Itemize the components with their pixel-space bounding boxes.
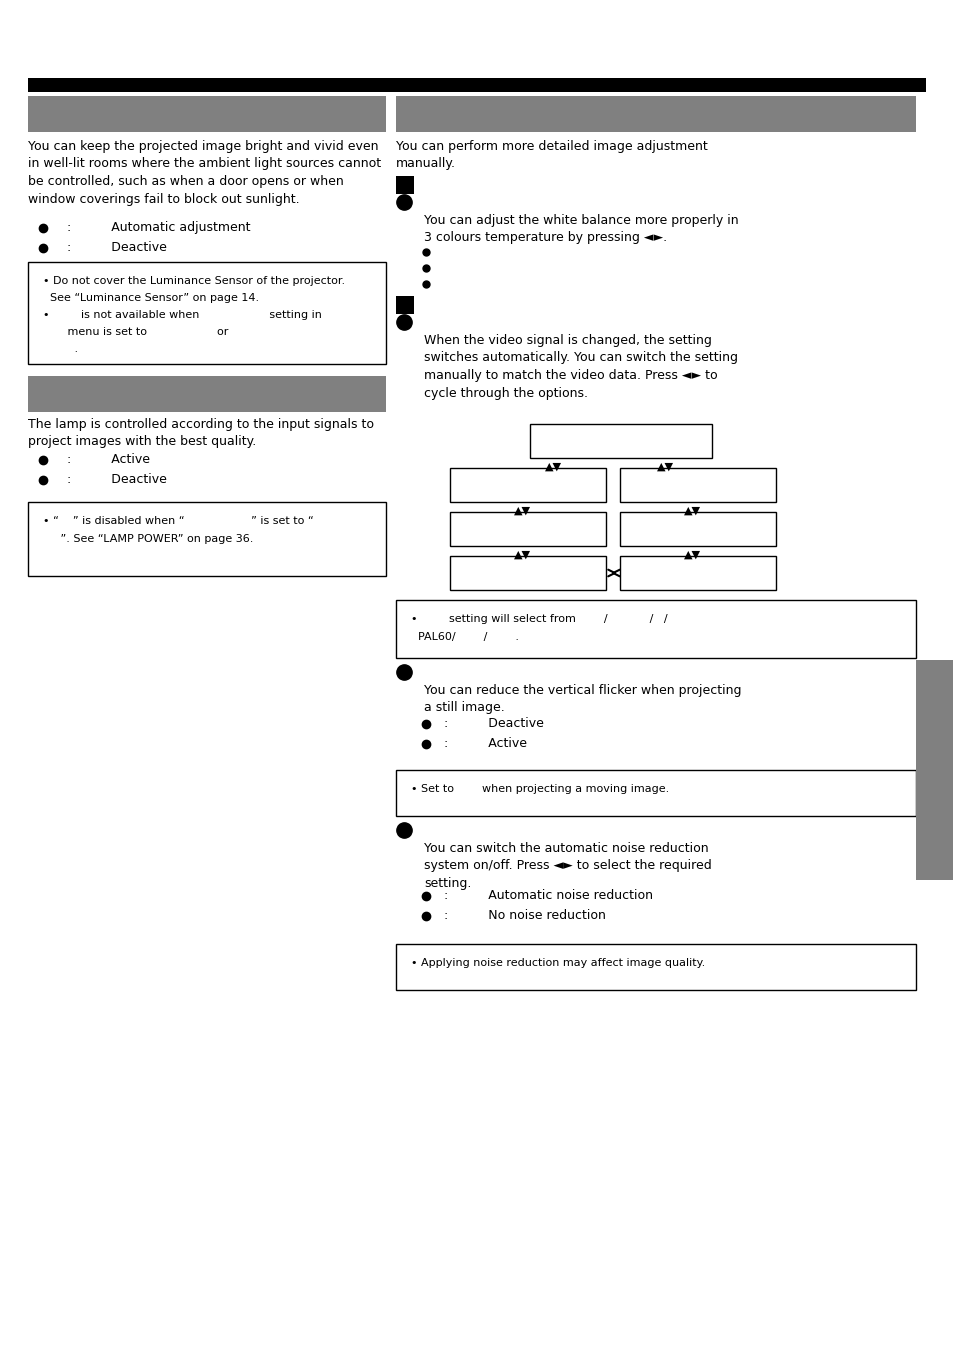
Text: The lamp is controlled according to the input signals to: The lamp is controlled according to the …	[28, 417, 374, 431]
Text: :          Active: : Active	[432, 738, 526, 750]
Text: window coverings fail to block out sunlight.: window coverings fail to block out sunli…	[28, 192, 299, 205]
Bar	[395, 600, 915, 658]
Text: :          Automatic adjustment: : Automatic adjustment	[55, 222, 251, 234]
Text: PAL60/        /        .: PAL60/ / .	[411, 632, 518, 642]
Bar	[450, 557, 605, 590]
Bar	[28, 96, 386, 132]
Bar	[619, 512, 775, 546]
Text: • Applying noise reduction may affect image quality.: • Applying noise reduction may affect im…	[411, 958, 704, 969]
Text: :          Deactive: : Deactive	[55, 473, 167, 486]
Bar	[28, 78, 925, 92]
Bar	[619, 557, 775, 590]
Text: •         is not available when                    setting in: • is not available when setting in	[43, 309, 321, 320]
Text: You can switch the automatic noise reduction: You can switch the automatic noise reduc…	[423, 842, 708, 855]
Text: ▲▼: ▲▼	[544, 462, 561, 471]
Text: • “    ” is disabled when “                   ” is set to “: • “ ” is disabled when “ ” is set to “	[43, 516, 314, 526]
Bar	[28, 376, 386, 412]
Text: ”. See “LAMP POWER” on page 36.: ”. See “LAMP POWER” on page 36.	[43, 534, 253, 544]
Text: • Set to        when projecting a moving image.: • Set to when projecting a moving image.	[411, 784, 669, 794]
Text: :          Deactive: : Deactive	[432, 717, 543, 730]
Text: .: .	[43, 345, 78, 354]
Text: setting.: setting.	[423, 877, 471, 890]
Text: You can perform more detailed image adjustment: You can perform more detailed image adju…	[395, 141, 707, 153]
Text: cycle through the options.: cycle through the options.	[423, 386, 587, 400]
Bar	[28, 503, 386, 576]
Text: menu is set to                    or: menu is set to or	[43, 327, 228, 336]
Bar	[395, 96, 915, 132]
Text: • Do not cover the Luminance Sensor of the projector.: • Do not cover the Luminance Sensor of t…	[43, 276, 345, 286]
Bar	[915, 661, 953, 880]
Bar	[28, 262, 386, 363]
Text: ▲▼: ▲▼	[513, 550, 530, 561]
Text: ▲▼: ▲▼	[513, 507, 530, 516]
Bar	[395, 944, 915, 990]
Bar	[530, 424, 711, 458]
Text: :          Automatic noise reduction: : Automatic noise reduction	[432, 889, 652, 902]
Text: system on/off. Press ◄► to select the required: system on/off. Press ◄► to select the re…	[423, 859, 711, 873]
Text: You can reduce the vertical flicker when projecting: You can reduce the vertical flicker when…	[423, 684, 740, 697]
Bar	[395, 296, 414, 313]
Text: You can adjust the white balance more properly in: You can adjust the white balance more pr…	[423, 213, 738, 227]
Text: ▲▼: ▲▼	[656, 462, 673, 471]
Text: •         setting will select from        /            /   /: • setting will select from / / /	[411, 613, 667, 624]
Text: be controlled, such as when a door opens or when: be controlled, such as when a door opens…	[28, 176, 343, 188]
Text: ▲▼: ▲▼	[682, 550, 700, 561]
Text: a still image.: a still image.	[423, 701, 504, 715]
Bar	[450, 467, 605, 503]
Text: You can keep the projected image bright and vivid even: You can keep the projected image bright …	[28, 141, 378, 153]
Text: in well-lit rooms where the ambient light sources cannot: in well-lit rooms where the ambient ligh…	[28, 158, 381, 170]
Bar	[395, 176, 414, 195]
Text: 3 colours temperature by pressing ◄►.: 3 colours temperature by pressing ◄►.	[423, 231, 666, 245]
Text: manually to match the video data. Press ◄► to: manually to match the video data. Press …	[423, 369, 717, 382]
Bar	[450, 512, 605, 546]
Text: :          Deactive: : Deactive	[55, 240, 167, 254]
Text: See “Luminance Sensor” on page 14.: See “Luminance Sensor” on page 14.	[43, 293, 259, 303]
Text: When the video signal is changed, the setting: When the video signal is changed, the se…	[423, 334, 711, 347]
Bar	[395, 770, 915, 816]
Text: :          Active: : Active	[55, 453, 150, 466]
Text: ▲▼: ▲▼	[682, 507, 700, 516]
Text: project images with the best quality.: project images with the best quality.	[28, 435, 256, 449]
Text: :          No noise reduction: : No noise reduction	[432, 909, 605, 921]
Bar	[619, 467, 775, 503]
Text: manually.: manually.	[395, 158, 456, 170]
Text: switches automatically. You can switch the setting: switches automatically. You can switch t…	[423, 351, 738, 365]
